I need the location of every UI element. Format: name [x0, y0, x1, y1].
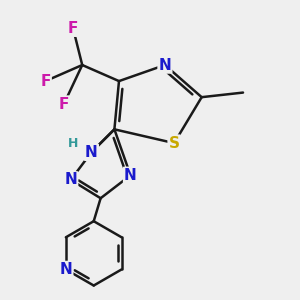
- Text: F: F: [59, 97, 69, 112]
- Text: N: N: [85, 145, 98, 160]
- Text: N: N: [124, 168, 137, 183]
- Text: N: N: [159, 58, 171, 73]
- Text: H: H: [68, 136, 78, 150]
- Text: N: N: [59, 262, 72, 277]
- Text: F: F: [40, 74, 51, 88]
- Text: F: F: [68, 21, 78, 36]
- Text: N: N: [64, 172, 77, 188]
- Text: S: S: [169, 136, 180, 151]
